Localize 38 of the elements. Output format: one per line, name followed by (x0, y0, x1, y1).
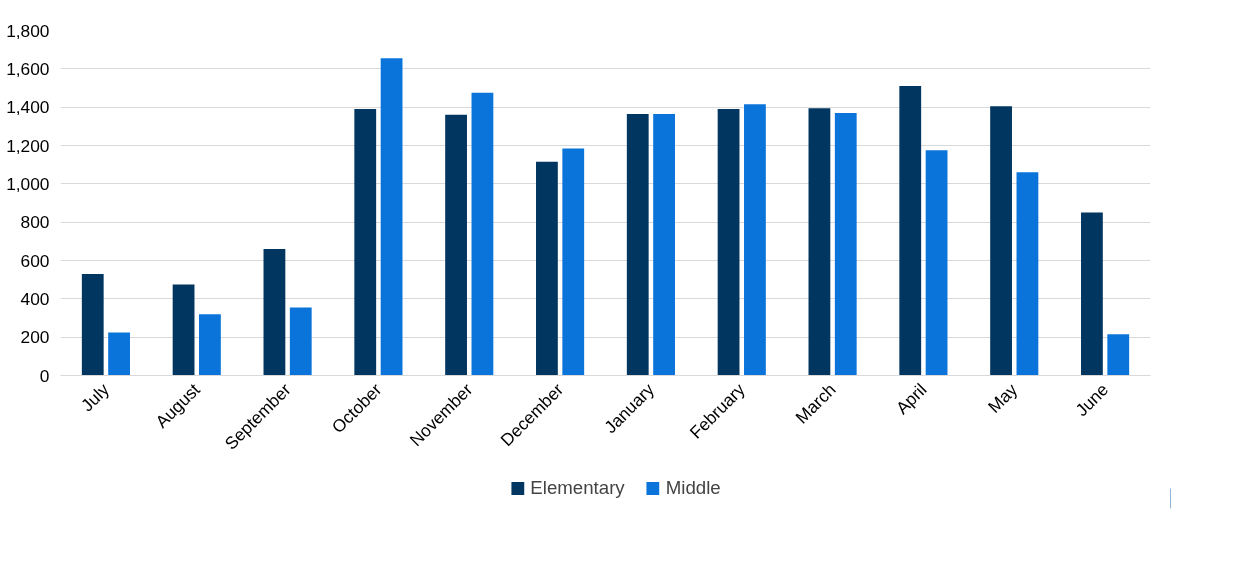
bar (1016, 172, 1039, 376)
bar (808, 108, 831, 376)
bar (1107, 334, 1130, 376)
legend-label: Middle (665, 477, 721, 499)
y-tick-label: 1,600 (6, 58, 50, 79)
bar (562, 148, 585, 376)
bar (354, 109, 377, 376)
y-tick-label: 1,800 (6, 20, 50, 41)
bar (471, 92, 494, 376)
bar (990, 106, 1012, 376)
bar (653, 113, 675, 376)
bar (445, 114, 467, 376)
bar (380, 58, 403, 376)
bar (626, 113, 649, 376)
y-tick-label: 600 (20, 250, 50, 271)
bar (108, 332, 130, 376)
bar (834, 112, 857, 376)
bar (289, 307, 312, 376)
bar (536, 161, 558, 376)
bar (199, 314, 221, 376)
bar (263, 249, 286, 376)
legend-label: Elementary (530, 477, 625, 499)
y-tick-label: 1,400 (6, 97, 50, 118)
y-tick-label: 1,200 (6, 135, 50, 156)
bar (172, 284, 195, 376)
x-tick-label: May (984, 379, 1022, 417)
y-tick-label: 200 (20, 327, 50, 348)
y-tick-label: 400 (20, 288, 50, 309)
bar (1081, 212, 1103, 376)
y-tick-label: 0 (39, 365, 50, 386)
bar (717, 109, 740, 376)
y-tick-label: 800 (20, 212, 50, 233)
bar (744, 104, 766, 376)
bar (925, 150, 948, 376)
bar (81, 273, 104, 376)
bar (899, 86, 922, 376)
x-tick-label: July (77, 379, 114, 416)
y-tick-label: 1,000 (6, 173, 50, 194)
